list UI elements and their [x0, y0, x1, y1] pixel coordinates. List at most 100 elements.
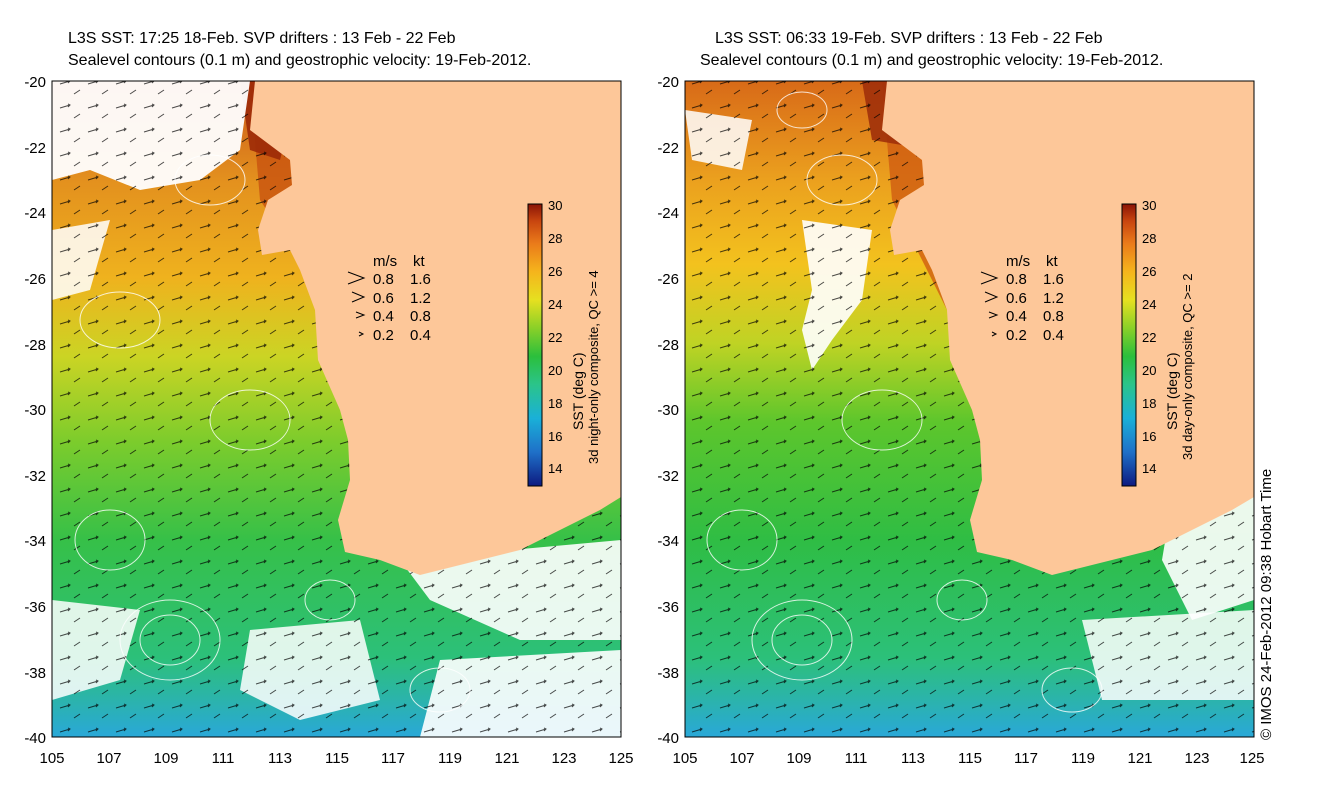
lat-tick: -26	[24, 271, 46, 288]
lon-tick: 111	[212, 750, 235, 767]
lon-tick: 119	[1071, 750, 1095, 767]
key-kt: 1.2	[1043, 290, 1064, 307]
left-colorbar-ticks: 30 28 26 24 22 20 18 16 14	[548, 198, 562, 476]
left-lat-axis: -20 -22 -24 -26 -28 -30 -32 -34 -36 -38 …	[24, 74, 46, 747]
key-header-ms: m/s	[1006, 253, 1030, 270]
right-velocity-key: m/s kt 0.8 1.6 0.6 1.2 0.4 0.8 0.2 0.4	[980, 253, 1064, 344]
key-ms: 0.2	[373, 327, 394, 344]
left-title-line2: Sealevel contours (0.1 m) and geostrophi…	[68, 52, 532, 69]
lat-tick: -24	[657, 205, 679, 222]
cbar-tick: 14	[1142, 461, 1156, 476]
key-ms: 0.8	[373, 271, 394, 288]
cbar-tick: 24	[548, 297, 562, 312]
cbar-tick: 28	[1142, 231, 1156, 246]
key-ms: 0.6	[1006, 290, 1027, 307]
cbar-tick: 30	[1142, 198, 1156, 213]
lon-tick: 123	[1184, 750, 1209, 767]
lat-tick: -26	[657, 271, 679, 288]
sealevel-contours	[706, 91, 1103, 713]
right-lat-axis: -20 -22 -24 -26 -28 -30 -32 -34 -36 -38 …	[657, 74, 679, 747]
key-ms: 0.2	[1006, 327, 1027, 344]
lon-tick: 121	[494, 750, 519, 767]
imos-credit: © IMOS 24-Feb-2012 09:38 Hobart Time	[1258, 468, 1275, 740]
key-kt: 1.6	[1043, 271, 1064, 288]
key-ms: 0.4	[373, 308, 394, 325]
cbar-tick: 28	[548, 231, 562, 246]
lat-tick: -28	[657, 337, 679, 354]
lon-tick: 107	[729, 750, 754, 767]
cbar-tick: 26	[1142, 264, 1156, 279]
left-colorbar-sublabel: 3d night-only composite, QC >= 4	[586, 270, 601, 464]
key-header-ms: m/s	[373, 253, 397, 270]
lat-tick: -24	[24, 205, 46, 222]
lon-tick: 125	[1239, 750, 1264, 767]
cbar-tick: 18	[1142, 396, 1156, 411]
cbar-tick: 14	[548, 461, 562, 476]
lon-tick: 113	[268, 750, 292, 767]
lon-tick: 117	[1014, 750, 1038, 767]
lat-tick: -20	[657, 74, 679, 91]
lon-tick: 113	[901, 750, 925, 767]
lon-tick: 121	[1127, 750, 1152, 767]
lon-tick: 107	[96, 750, 121, 767]
left-colorbar	[527, 203, 543, 487]
lon-tick: 109	[786, 750, 811, 767]
lat-tick: -32	[24, 468, 46, 485]
land-australia	[882, 81, 1254, 575]
sealevel-contours	[74, 154, 471, 713]
cbar-tick: 20	[1142, 363, 1156, 378]
lat-tick: -28	[24, 337, 46, 354]
lat-tick: -40	[657, 730, 679, 747]
key-kt: 0.4	[1043, 327, 1064, 344]
cbar-tick: 20	[548, 363, 562, 378]
lat-tick: -36	[24, 599, 46, 616]
land-north-coast	[380, 81, 621, 95]
lat-tick: -30	[657, 402, 679, 419]
cbar-tick: 16	[1142, 429, 1156, 444]
right-colorbar-ticks: 30 28 26 24 22 20 18 16 14	[1142, 198, 1156, 476]
left-lon-axis: 105 107 109 111 113 115 117 119 121 123 …	[39, 750, 633, 767]
key-kt: 0.8	[1043, 308, 1064, 325]
lon-tick: 119	[438, 750, 462, 767]
key-header-kt: kt	[413, 253, 426, 270]
cbar-tick: 22	[548, 330, 562, 345]
right-map-panel: -20 -22 -24 -26 -28 -30 -32 -34 -36 -38 …	[657, 74, 1264, 767]
key-header-kt: kt	[1046, 253, 1059, 270]
lat-tick: -22	[657, 140, 679, 157]
left-colorbar-label: SST (deg C)	[570, 352, 586, 430]
lat-tick: -22	[24, 140, 46, 157]
cbar-tick: 30	[548, 198, 562, 213]
lat-tick: -38	[24, 665, 46, 682]
right-colorbar	[1121, 203, 1137, 487]
land-north-coast	[1012, 81, 1254, 95]
right-colorbar-label: SST (deg C)	[1164, 352, 1180, 430]
left-map-frame	[51, 80, 622, 738]
lon-tick: 109	[153, 750, 178, 767]
cbar-tick: 16	[548, 429, 562, 444]
lat-tick: -20	[24, 74, 46, 91]
lat-tick: -38	[657, 665, 679, 682]
lon-tick: 105	[672, 750, 697, 767]
key-ms: 0.8	[1006, 271, 1027, 288]
right-colorbar-sublabel: 3d day-only composite, QC >= 2	[1180, 274, 1195, 460]
lon-tick: 105	[39, 750, 64, 767]
lon-tick: 115	[958, 750, 982, 767]
key-ms: 0.4	[1006, 308, 1027, 325]
lat-tick: -34	[24, 533, 46, 550]
lon-tick: 117	[381, 750, 405, 767]
lon-tick: 115	[325, 750, 349, 767]
key-kt: 1.6	[410, 271, 431, 288]
lon-tick: 123	[551, 750, 576, 767]
key-ms: 0.6	[373, 290, 394, 307]
lon-tick: 111	[845, 750, 868, 767]
cbar-tick: 22	[1142, 330, 1156, 345]
right-title-line2: Sealevel contours (0.1 m) and geostrophi…	[700, 52, 1164, 69]
lat-tick: -32	[657, 468, 679, 485]
cbar-tick: 26	[548, 264, 562, 279]
left-map-panel: -20 -22 -24 -26 -28 -30 -32 -34 -36 -38 …	[24, 74, 633, 767]
left-velocity-key: m/s kt 0.8 1.6 0.6 1.2 0.4 0.8 0.2 0.4	[347, 253, 431, 344]
lat-tick: -34	[657, 533, 679, 550]
right-lon-axis: 105 107 109 111 113 115 117 119 121 123 …	[672, 750, 1264, 767]
cbar-tick: 18	[548, 396, 562, 411]
left-title-line1: L3S SST: 17:25 18-Feb. SVP drifters : 13…	[68, 30, 456, 47]
